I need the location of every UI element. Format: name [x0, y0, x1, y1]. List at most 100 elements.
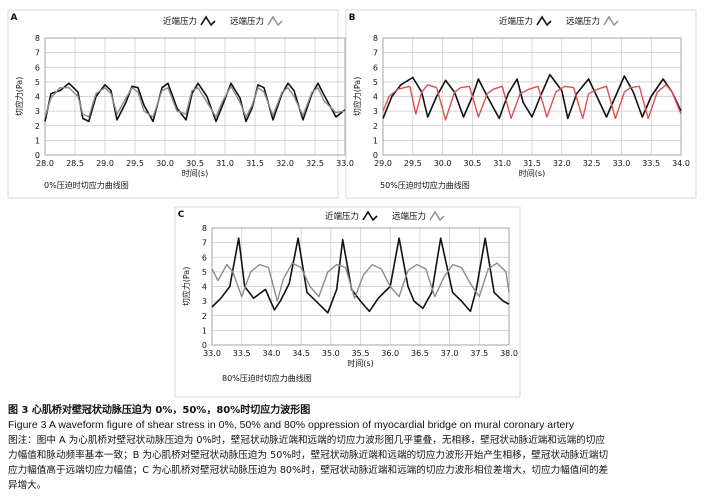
x-tick-label: 37.5	[470, 349, 488, 358]
y-tick-label: 1	[202, 326, 207, 335]
caption-block: 图 3 心肌桥对壁冠状动脉压迫为 0%，50%，80%时切应力波形图 Figur…	[8, 403, 698, 493]
y-tick-label: 4	[202, 283, 207, 292]
x-tick-label: 29.5	[404, 159, 422, 168]
legend-label-near: 近端压力	[499, 16, 533, 27]
caption-english: Figure 3 A waveform figure of shear stre…	[8, 419, 575, 431]
x-tick-label: 30.5	[463, 159, 481, 168]
panel-border	[174, 206, 521, 398]
chart-panel-a: A 0 1 2 3 4 5 6 7 8 28.0 28.5 29.0 29.5 30.0 30.5 31.0 31…	[7, 9, 354, 199]
y-tick-label: 4	[373, 93, 378, 102]
x-tick-label: 33.5	[642, 159, 660, 168]
y-tick-label: 2	[373, 122, 378, 131]
legend-label-near: 近端压力	[325, 211, 359, 222]
panel-caption: 50%压迫时切应力曲线图	[380, 180, 470, 190]
x-axis-label: 时间(s)	[182, 168, 208, 178]
x-tick-label: 31.0	[493, 159, 511, 168]
legend-label-far: 远端压力	[566, 16, 600, 27]
caption-note-line-2: 力幅值和脉动频率基本一致；B 为心肌桥对壁冠状动脉压迫为 50%时，壁冠状动脉近…	[8, 450, 609, 461]
panel-caption: 0%压迫时切应力曲线图	[44, 180, 129, 190]
x-tick-label: 34.0	[262, 349, 280, 358]
panel-letter: C	[178, 210, 185, 220]
y-tick-label: 8	[373, 34, 378, 43]
legend-swatch-near	[200, 15, 216, 27]
panel-letter: B	[349, 13, 356, 23]
y-tick-label: 6	[373, 63, 378, 72]
legend-swatch-near	[536, 15, 552, 27]
x-axis-label: 时间(s)	[519, 168, 545, 178]
x-tick-label: 36.0	[381, 349, 399, 358]
x-tick-label: 38.0	[500, 349, 518, 358]
y-tick-label: 7	[202, 239, 207, 248]
y-tick-label: 5	[202, 268, 207, 277]
caption-note-line-1: 图注：图中 A 为心肌桥对壁冠状动脉压迫为 0%时，壁冠状动脉近端和远端的切应力…	[8, 435, 605, 446]
plot-area	[44, 37, 346, 156]
y-tick-label: 1	[35, 136, 40, 145]
x-tick-label: 29.0	[96, 159, 114, 168]
legend-label-far: 远端压力	[392, 211, 426, 222]
x-tick-label: 35.0	[322, 349, 340, 358]
chart-panel-c: C 0 1 2 3 4 5 6 7 8 33.0 33.5 34.0 34.5 35.0 35.5 36.0 36…	[174, 206, 521, 398]
x-tick-label: 36.5	[411, 349, 429, 358]
x-tick-label: 28.5	[66, 159, 84, 168]
x-tick-label: 34.5	[292, 349, 310, 358]
caption-note-line-4: 异增大。	[8, 480, 47, 491]
legend-swatch-far	[267, 15, 283, 27]
y-tick-label: 0	[35, 151, 40, 160]
x-tick-label: 33.0	[612, 159, 630, 168]
x-tick-label: 32.5	[306, 159, 324, 168]
x-tick-label: 30.0	[156, 159, 174, 168]
x-tick-label: 33.0	[203, 349, 221, 358]
x-tick-label: 35.5	[352, 349, 370, 358]
y-tick-label: 2	[35, 122, 40, 131]
x-tick-label: 32.5	[583, 159, 601, 168]
x-tick-label: 33.5	[233, 349, 251, 358]
y-tick-label: 8	[202, 224, 207, 233]
y-tick-label: 7	[35, 49, 40, 58]
x-tick-label: 32.0	[276, 159, 294, 168]
y-axis-label: 切应力(Pa)	[352, 77, 362, 117]
y-tick-label: 5	[373, 78, 378, 87]
y-tick-label: 6	[35, 63, 40, 72]
legend-swatch-far	[603, 15, 619, 27]
series-line-far	[44, 85, 346, 118]
panel-border	[7, 9, 339, 199]
series-line-far	[211, 262, 510, 302]
legend-swatch-far	[429, 210, 445, 222]
x-tick-label: 29.0	[374, 159, 392, 168]
x-tick-label: 32.0	[553, 159, 571, 168]
panel-border	[345, 9, 697, 199]
y-tick-label: 1	[373, 136, 378, 145]
x-tick-label: 30.5	[186, 159, 204, 168]
panel-caption: 80%压迫时切应力曲线图	[222, 373, 312, 383]
y-tick-label: 6	[202, 253, 207, 262]
x-tick-label: 31.0	[216, 159, 234, 168]
x-tick-label: 31.5	[523, 159, 541, 168]
x-tick-label: 29.5	[126, 159, 144, 168]
y-tick-label: 7	[373, 49, 378, 58]
x-tick-label: 33.0	[336, 159, 354, 168]
y-axis-label: 切应力(Pa)	[14, 77, 24, 117]
y-tick-label: 0	[202, 341, 207, 350]
x-tick-label: 37.0	[441, 349, 459, 358]
caption-note-line-3: 应力幅值高于远端切应力幅值；C 为心肌桥对壁冠状动脉压迫为 80%时，壁冠状动脉…	[8, 465, 609, 476]
y-tick-label: 0	[373, 151, 378, 160]
caption-title: 图 3 心肌桥对壁冠状动脉压迫为 0%，50%，80%时切应力波形图	[8, 405, 311, 416]
x-axis-label: 时间(s)	[347, 358, 373, 368]
y-tick-label: 8	[35, 34, 40, 43]
x-tick-label: 30.0	[434, 159, 452, 168]
y-tick-label: 3	[35, 107, 40, 116]
legend-label-far: 远端压力	[230, 16, 264, 27]
plot-area	[382, 37, 682, 156]
y-tick-label: 2	[202, 312, 207, 321]
x-tick-label: 34.0	[672, 159, 690, 168]
legend-label-near: 近端压力	[163, 16, 197, 27]
panel-letter: A	[11, 13, 18, 23]
series-line-near	[211, 237, 510, 314]
y-tick-label: 4	[35, 93, 40, 102]
y-tick-label: 3	[373, 107, 378, 116]
legend-swatch-near	[362, 210, 378, 222]
y-axis-label: 切应力(Pa)	[181, 267, 191, 307]
y-tick-label: 5	[35, 78, 40, 87]
